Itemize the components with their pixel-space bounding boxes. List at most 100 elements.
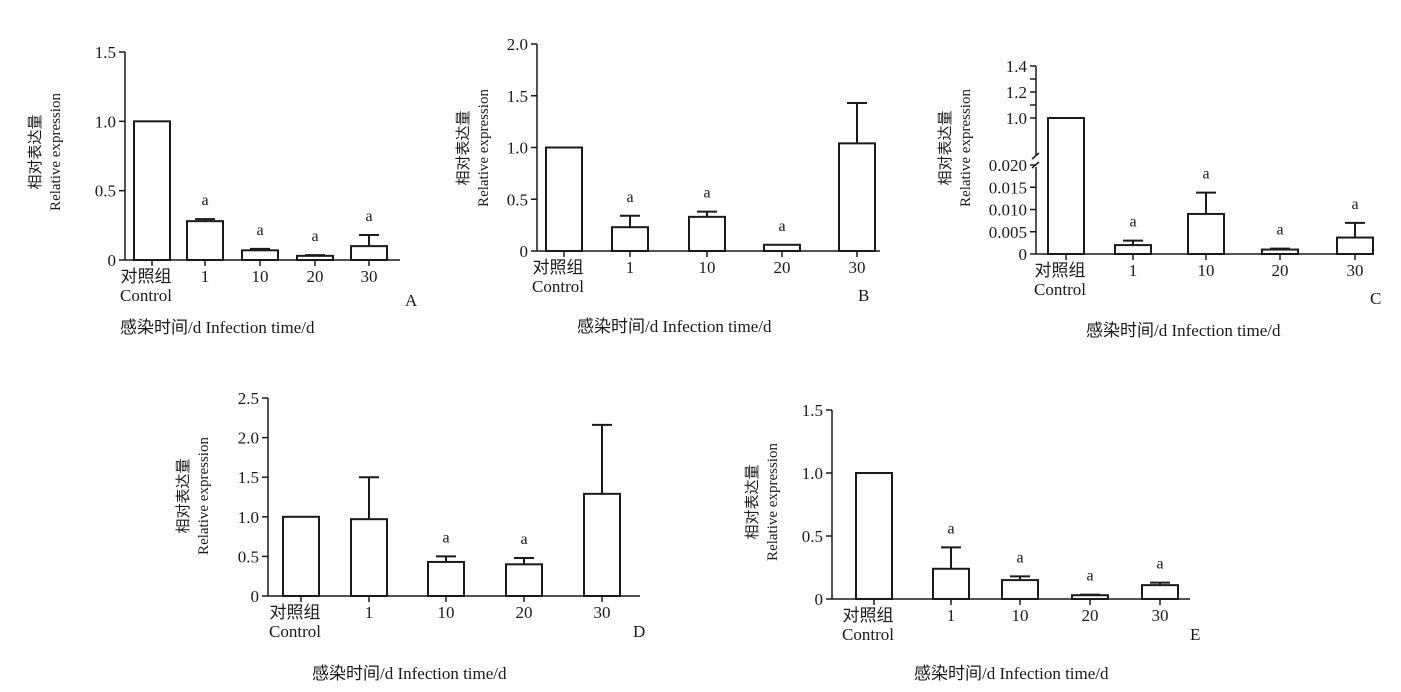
y-tick-label: 1.0 — [238, 508, 259, 527]
y-axis-label-cn: 相对表达量 — [455, 110, 472, 185]
bar — [545, 146, 583, 252]
y-tick-label: 0.015 — [989, 178, 1027, 197]
chart-panel-c: 0 0.005 0.010 0.015 0.020 1.0 1.2 1.4 对照组Control… — [937, 57, 1381, 340]
significance-letter: a — [1202, 166, 1209, 183]
x-tick-label: 20 — [774, 258, 791, 277]
panel-letter: C — [1370, 289, 1381, 308]
x-axis-label: 感染时间/d Infection time/d — [1086, 321, 1281, 340]
significance-letter: a — [365, 208, 372, 225]
x-tick-label: 1 — [947, 606, 956, 625]
x-tick-label: 30 — [1152, 606, 1169, 625]
x-tick-label: 10 — [699, 258, 716, 277]
significance-letter: a — [1351, 196, 1358, 213]
bar — [1261, 248, 1299, 256]
y-axis-label-cn: 相对表达量 — [27, 114, 44, 189]
significance-letter: a — [1086, 568, 1093, 585]
bar — [296, 254, 334, 261]
bar — [1141, 584, 1179, 601]
x-tick-label: Control — [532, 277, 584, 296]
y-tick-label: 1.0 — [1006, 109, 1027, 128]
y-tick-label: 0 — [108, 251, 117, 270]
x-axis-label: 感染时间/d Infection time/d — [120, 318, 315, 337]
y-tick-label: 0.5 — [507, 190, 528, 209]
significance-letter: a — [947, 520, 954, 537]
y-tick-label: 0 — [1019, 245, 1028, 264]
significance-letter: a — [703, 185, 710, 202]
bar — [1187, 212, 1225, 255]
x-tick-label: 1 — [365, 603, 374, 622]
y-tick-label: 1.2 — [1006, 83, 1027, 102]
y-tick-label: 0.5 — [802, 527, 823, 546]
bar — [855, 472, 893, 600]
bar — [350, 245, 388, 261]
bar — [505, 563, 543, 598]
x-axis-label: 感染时间/d Infection time/d — [914, 664, 1109, 683]
y-axis-label-cn: 相对表达量 — [175, 458, 192, 533]
bar — [1071, 594, 1109, 600]
significance-letter: a — [1156, 556, 1163, 573]
x-tick-label: 1 — [1129, 261, 1138, 280]
y-tick-label: 2.5 — [238, 389, 259, 408]
x-tick-label: Control — [1034, 280, 1086, 299]
y-tick-label: 2.0 — [507, 35, 528, 54]
panel-letter: E — [1190, 625, 1200, 644]
x-tick-label: 1 — [626, 258, 635, 277]
y-tick-label: 0.020 — [989, 156, 1027, 175]
bar — [133, 120, 171, 262]
x-axis-label: 感染时间/d Infection time/d — [577, 317, 772, 336]
y-tick-label: 0.5 — [95, 182, 116, 201]
x-tick-label: 10 — [1198, 261, 1215, 280]
significance-letter: a — [442, 529, 449, 546]
x-tick-label: 对照组 — [121, 267, 172, 286]
x-tick-label: Control — [269, 622, 321, 641]
y-axis-label-cn: 相对表达量 — [937, 110, 954, 185]
y-tick-label: 1.0 — [95, 112, 116, 131]
bar — [611, 226, 649, 253]
panel-letter: B — [858, 286, 869, 305]
significance-letter: a — [1016, 549, 1023, 566]
bar — [282, 515, 320, 597]
y-axis-label-en: Relative expression — [476, 89, 492, 207]
x-tick-label: 对照组 — [533, 258, 584, 277]
bar — [1047, 117, 1085, 255]
bar — [688, 215, 726, 252]
significance-letter: a — [256, 222, 263, 239]
significance-letter: a — [1129, 214, 1136, 231]
y-tick-label: 0.010 — [989, 201, 1027, 220]
y-tick-label: 0 — [520, 242, 529, 261]
bar — [583, 492, 621, 597]
x-tick-label: Control — [842, 625, 894, 644]
x-tick-label: 20 — [307, 267, 324, 286]
x-tick-label: 10 — [438, 603, 455, 622]
y-axis-label-en: Relative expression — [958, 89, 974, 207]
y-tick-label: 1.5 — [238, 468, 259, 487]
y-tick-label: 1.5 — [507, 87, 528, 106]
y-tick-label: 1.0 — [802, 464, 823, 483]
y-tick-label: 0 — [815, 590, 824, 609]
panel-letter: A — [405, 291, 418, 310]
bar — [1336, 236, 1374, 256]
x-tick-label: Control — [120, 286, 172, 305]
y-axis-label-en: Relative expression — [48, 93, 64, 211]
bar — [763, 243, 801, 252]
x-tick-label: 20 — [1082, 606, 1099, 625]
x-tick-label: 30 — [361, 267, 378, 286]
bar — [241, 249, 279, 262]
y-axis-label-en: Relative expression — [196, 437, 212, 555]
significance-letter: a — [311, 228, 318, 245]
bar — [427, 560, 465, 597]
significance-letter: a — [778, 218, 785, 235]
significance-letter: a — [626, 189, 633, 206]
x-tick-label: 30 — [594, 603, 611, 622]
significance-letter: a — [520, 531, 527, 548]
bar — [838, 142, 876, 252]
bar — [1001, 579, 1039, 600]
y-tick-label: 0.005 — [989, 223, 1027, 242]
x-tick-label: 对照组 — [1035, 261, 1086, 280]
bar — [186, 220, 224, 262]
